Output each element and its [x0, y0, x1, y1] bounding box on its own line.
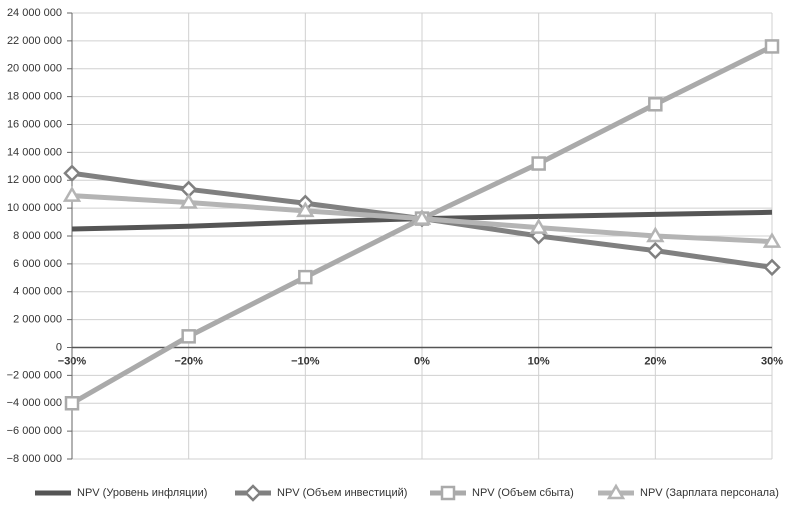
y-tick-label: 14 000 000	[7, 146, 62, 158]
x-tick-label: 10%	[528, 355, 550, 367]
y-tick-label: 6 000 000	[13, 258, 62, 270]
point-marker	[179, 193, 198, 209]
point-marker	[763, 258, 781, 277]
y-tick-label: −2 000 000	[7, 369, 62, 381]
x-tick-label: −20%	[174, 355, 203, 367]
y-tick-label: −6 000 000	[7, 425, 62, 437]
point-marker	[529, 218, 548, 234]
legend-marker	[440, 485, 456, 501]
point-marker	[412, 209, 432, 225]
legend-marker	[244, 484, 262, 502]
point-marker	[646, 226, 665, 243]
x-tick-label: 0%	[414, 355, 430, 367]
legend-marker	[606, 483, 626, 500]
point-marker	[762, 232, 782, 248]
y-tick-label: 0	[56, 341, 62, 353]
y-tick-label: 8 000 000	[13, 230, 62, 242]
y-tick-label: 12 000 000	[7, 174, 62, 186]
y-tick-label: −4 000 000	[7, 397, 62, 409]
point-marker	[646, 241, 665, 260]
y-tick-label: 24 000 000	[7, 7, 62, 19]
point-marker	[63, 164, 81, 183]
point-marker	[531, 156, 546, 171]
x-tick-label: 20%	[644, 355, 666, 367]
legend-label: NPV (Объем сбыта)	[472, 487, 574, 499]
y-tick-label: 16 000 000	[7, 118, 62, 130]
point-marker	[648, 97, 663, 112]
point-marker	[64, 396, 80, 411]
point-marker	[298, 269, 313, 285]
y-tick-label: 18 000 000	[7, 91, 62, 103]
x-tick-label: 30%	[761, 355, 783, 367]
y-tick-label: 10 000 000	[7, 202, 62, 214]
point-marker	[181, 329, 196, 344]
x-tick-label: −10%	[291, 355, 320, 367]
y-tick-label: 2 000 000	[13, 314, 62, 326]
y-tick-label: 22 000 000	[7, 35, 62, 47]
y-tick-label: 20 000 000	[7, 63, 62, 75]
point-marker	[296, 201, 315, 218]
legend-label: NPV (Зарплата персонала)	[640, 487, 779, 499]
legend-label: NPV (Объем инвестиций)	[277, 487, 407, 499]
legend-label: NPV (Уровень инфляции)	[77, 487, 207, 499]
y-tick-label: 4 000 000	[13, 286, 62, 298]
y-tick-label: −8 000 000	[7, 453, 62, 465]
point-marker	[764, 39, 780, 54]
point-marker	[62, 186, 82, 202]
